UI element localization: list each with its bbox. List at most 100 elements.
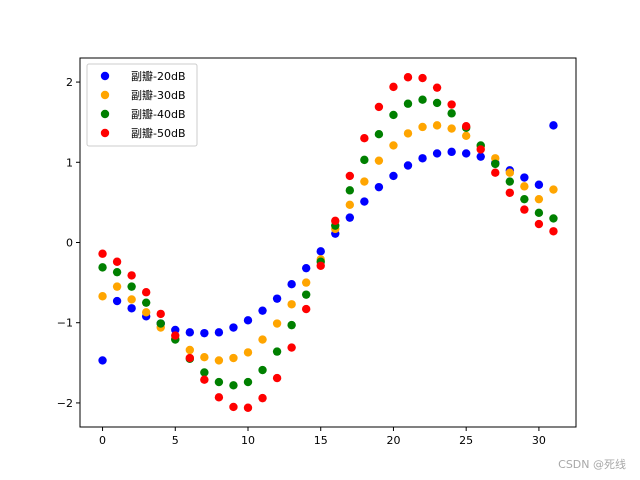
point-series-2 [98, 292, 107, 301]
point-series-4 [418, 73, 427, 83]
point-series-4 [476, 145, 485, 154]
point-series-2 [360, 177, 369, 186]
point-series-4 [432, 83, 442, 92]
point-series-2 [214, 356, 224, 365]
point-series-4 [316, 261, 325, 270]
legend-label: 副瓣-40dB [131, 107, 186, 121]
point-series-2 [534, 194, 544, 204]
point-series-2 [287, 300, 296, 309]
x-tick-label: 30 [532, 434, 546, 447]
legend-marker [100, 128, 110, 138]
point-series-1 [549, 121, 558, 130]
point-series-2 [505, 168, 515, 177]
point-series-1 [447, 147, 456, 157]
point-series-1 [214, 328, 224, 337]
point-series-3 [156, 319, 165, 328]
point-series-4 [243, 403, 253, 412]
point-series-1 [98, 356, 107, 365]
point-series-2 [229, 353, 238, 363]
point-series-3 [360, 155, 369, 165]
point-series-2 [374, 156, 384, 165]
point-series-1 [258, 306, 267, 315]
x-tick-label: 0 [99, 434, 106, 447]
point-series-3 [229, 381, 238, 390]
point-series-3 [447, 109, 456, 118]
point-series-4 [447, 100, 456, 109]
point-series-4 [534, 219, 544, 229]
x-tick-label: 20 [386, 434, 400, 447]
point-series-1 [389, 171, 398, 181]
point-series-2 [461, 131, 471, 141]
point-series-1 [403, 161, 413, 170]
point-series-1 [418, 154, 427, 163]
point-series-1 [287, 280, 296, 289]
data-points [98, 73, 558, 412]
point-series-3 [345, 186, 355, 195]
legend-box [86, 63, 198, 147]
point-series-4 [520, 205, 529, 214]
point-series-4 [505, 188, 515, 197]
x-axis: 0 5 10 15 20 25 30 [99, 427, 546, 447]
legend-label: 副瓣-50dB [131, 126, 186, 140]
legend-marker [100, 71, 110, 81]
point-series-4 [229, 402, 238, 412]
legend-marker [100, 109, 110, 119]
point-series-3 [127, 282, 136, 291]
point-series-2 [272, 319, 282, 328]
point-series-2 [403, 129, 413, 138]
point-series-1 [345, 213, 355, 222]
point-series-3 [418, 95, 427, 104]
point-series-3 [432, 98, 442, 108]
point-series-4 [389, 82, 398, 92]
point-series-3 [301, 290, 311, 299]
y-tick-label: 1 [66, 156, 73, 169]
point-series-4 [98, 249, 107, 258]
point-series-4 [331, 216, 340, 226]
point-series-1 [272, 294, 282, 303]
point-series-3 [258, 365, 267, 375]
point-series-4 [127, 271, 136, 280]
point-series-2 [389, 141, 398, 150]
point-series-3 [272, 347, 282, 356]
point-series-1 [374, 182, 384, 192]
point-series-4 [258, 393, 267, 403]
x-tick-label: 15 [314, 434, 328, 447]
watermark: CSDN @死线 [558, 458, 626, 471]
point-series-3 [505, 177, 515, 186]
point-series-4 [200, 375, 209, 384]
point-series-3 [98, 263, 107, 272]
point-series-1 [534, 180, 544, 189]
legend-label: 副瓣-30dB [131, 88, 186, 102]
y-tick-label: −1 [57, 317, 73, 330]
point-series-1 [360, 197, 369, 206]
point-series-2 [549, 185, 558, 194]
x-tick-label: 25 [459, 434, 473, 447]
point-series-2 [301, 278, 311, 287]
point-series-4 [360, 134, 369, 143]
point-series-4 [461, 121, 471, 131]
y-tick-label: −2 [57, 397, 73, 410]
point-series-4 [549, 227, 558, 236]
point-series-3 [534, 208, 544, 218]
point-series-1 [461, 149, 471, 158]
point-series-1 [432, 149, 442, 158]
point-series-1 [301, 263, 311, 273]
point-series-4 [141, 288, 151, 297]
point-series-3 [403, 99, 413, 108]
point-series-2 [345, 200, 355, 209]
point-series-4 [156, 309, 165, 319]
point-series-2 [520, 182, 529, 191]
point-series-1 [112, 296, 122, 306]
point-series-4 [112, 257, 122, 266]
point-series-4 [374, 102, 384, 112]
x-tick-label: 5 [172, 434, 179, 447]
point-series-1 [476, 152, 485, 161]
point-series-2 [243, 348, 253, 357]
point-series-1 [127, 304, 136, 313]
point-series-4 [214, 393, 224, 402]
point-series-2 [112, 282, 122, 291]
point-series-2 [127, 295, 136, 304]
point-series-1 [200, 328, 209, 338]
point-series-3 [549, 214, 558, 223]
